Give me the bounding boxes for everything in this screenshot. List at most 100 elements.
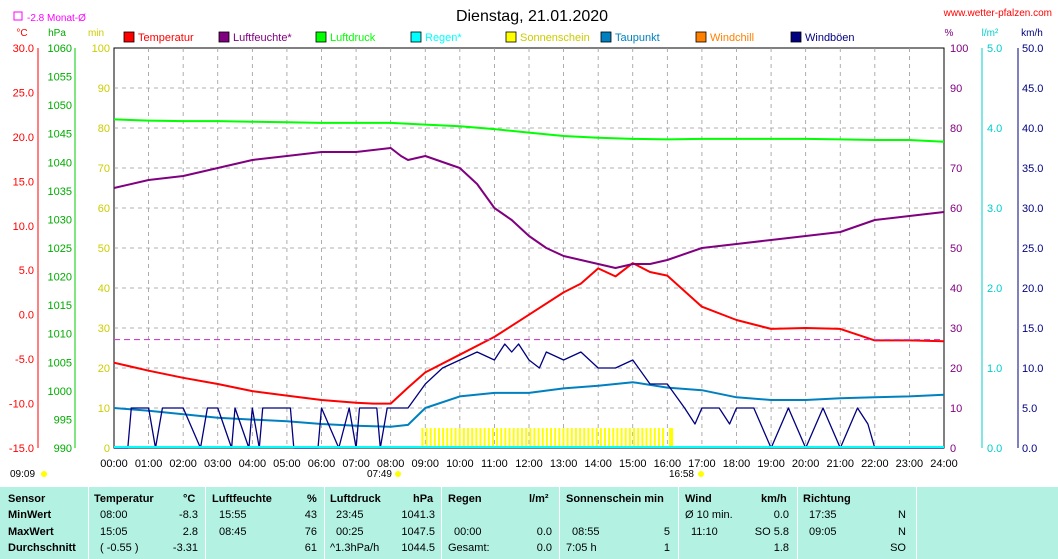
wind-title: Wind [685, 493, 712, 505]
axis-tick-label: -10.0 [9, 399, 34, 411]
hum-title: Luftfeuchte [212, 493, 272, 505]
unit-min: min [88, 28, 104, 39]
col-sep [441, 487, 442, 559]
x-tick-label: 01:00 [135, 458, 163, 470]
temp-max-value: 2.8 [182, 526, 198, 538]
grid [114, 48, 944, 448]
x-tick-label: 11:00 [481, 458, 508, 470]
axis-tick-label: 100 [950, 43, 968, 55]
wind-unit: km/h [761, 493, 787, 505]
row-label-sensor: Sensor [8, 493, 46, 505]
x-tick-label: 05:00 [273, 458, 301, 470]
sun-max-time: 08:55 [572, 526, 600, 538]
axis-tick-label: 1.0 [987, 363, 1002, 375]
axis-tick-label: 1035 [48, 186, 72, 198]
wind-max-time: 11:10 [691, 526, 718, 538]
weather-chart: Dienstag, 21.01.2020 www.wetter-pfalzen.… [9, 8, 1052, 480]
axis-tick-label: 1015 [48, 300, 72, 312]
unit-pct: % [945, 28, 954, 39]
axis-tick-label: 20 [98, 363, 110, 375]
x-tick-label: 13:00 [550, 458, 578, 470]
temp-min-time: 08:00 [100, 509, 128, 521]
sun-icon-left [41, 471, 47, 477]
col-sep [678, 487, 679, 559]
x-tick-label: 21:00 [826, 458, 854, 470]
row-label-avg: Durchschnitt [8, 542, 76, 554]
legend-swatch [600, 31, 612, 43]
wind-avg10-label: Ø 10 min. [685, 509, 733, 521]
unit-rain: l/m² [982, 28, 999, 39]
rain-total-value: 0.0 [536, 542, 552, 554]
axis-tick-label: 1050 [48, 100, 72, 112]
sun-total-time: 7:05 h [566, 542, 597, 554]
axis-tick-label: 100 [92, 43, 110, 55]
axis-tick-label: -15.0 [9, 443, 34, 455]
rain-title: Regen [448, 493, 482, 505]
axis-tick-label: 1060 [48, 43, 72, 55]
axis-tick-label: 1045 [48, 129, 72, 141]
legend-label: Regen* [425, 32, 462, 44]
temp-min-value: -8.3 [179, 509, 198, 521]
axis-tick-label: 70 [950, 163, 962, 175]
monat-icon [13, 11, 23, 21]
sunset-label: 16:58 [669, 469, 694, 480]
legend-swatch [315, 31, 327, 43]
x-tick-label: 20:00 [792, 458, 820, 470]
axis-tick-label: 50 [98, 243, 110, 255]
rain-unit: l/m² [529, 493, 549, 505]
axis-tick-label: 0.0 [1022, 443, 1037, 455]
legend-label: Windchill [710, 32, 754, 44]
legend-swatch [790, 31, 802, 43]
unit-temp: °C [16, 28, 27, 39]
axis-tick-label: 40 [950, 283, 962, 295]
x-tick-label: 08:00 [377, 458, 405, 470]
pres-max-value: 1047.5 [401, 526, 435, 538]
legend-swatch [410, 31, 422, 43]
axis-tick-label: 25.0 [13, 87, 34, 99]
rain-max-time: 00:00 [454, 526, 482, 538]
sunshine-bar [669, 428, 674, 448]
time-axis: 00:00 01:00 02:00 03:00 04:00 05:00 06:00 07:00… [100, 458, 958, 470]
series-line-luftfeuchte [113, 147, 945, 269]
axis-tick-label: 1020 [48, 272, 72, 284]
hum-min-value: 43 [304, 509, 317, 521]
sunrise-icon [395, 471, 401, 477]
axis-tick-label: 0.0 [987, 443, 1002, 455]
unit-wind: km/h [1021, 28, 1043, 39]
monat-label: -2.8 Monat-Ø [27, 13, 86, 24]
temp-title: Temperatur [94, 493, 154, 505]
x-tick-label: 07:00 [342, 458, 370, 470]
axis-tick-label: 20 [950, 363, 962, 375]
sunshine-bars [421, 428, 674, 448]
x-tick-label: 09:00 [411, 458, 439, 470]
axis-tick-label: 50 [950, 243, 962, 255]
hum-max-value: 76 [304, 526, 317, 538]
site-link[interactable]: www.wetter-pfalzen.com [943, 8, 1052, 19]
axis-tick-label: 90 [98, 83, 110, 95]
legend-swatch [123, 31, 135, 43]
legend: Temperatur Luftfeuchte* Luftdruck Regen* Son… [123, 31, 855, 44]
col-sep [88, 487, 89, 559]
legend-label: Luftfeuchte* [233, 32, 292, 44]
hum-min-time: 15:55 [219, 509, 247, 521]
axis-tick-label: 80 [98, 123, 110, 135]
axis-tick-label: 60 [98, 203, 110, 215]
axis-tick-label: 50.0 [1022, 43, 1043, 55]
axis-tick-label: 0 [950, 443, 956, 455]
pres-min-time: 23:45 [336, 509, 364, 521]
axis-tick-label: 25.0 [1022, 243, 1043, 255]
time-left-label: 09:09 [10, 469, 35, 480]
axis-tick-label: 80 [950, 123, 962, 135]
pres-avg-value: 1044.5 [401, 542, 435, 554]
x-tick-label: 22:00 [861, 458, 889, 470]
pres-unit: hPa [413, 493, 434, 505]
rain-max-value: 0.0 [536, 526, 552, 538]
legend-label: Sonnenschein [520, 32, 590, 44]
axis-tick-label: 5.0 [987, 43, 1002, 55]
axis-tick-label: 10 [98, 403, 110, 415]
legend-swatch [505, 31, 517, 43]
sun-max-value: 5 [663, 526, 670, 538]
x-tick-label: 16:00 [654, 458, 682, 470]
series-line-taupunkt [113, 381, 945, 428]
series-line-windböen [114, 343, 944, 449]
